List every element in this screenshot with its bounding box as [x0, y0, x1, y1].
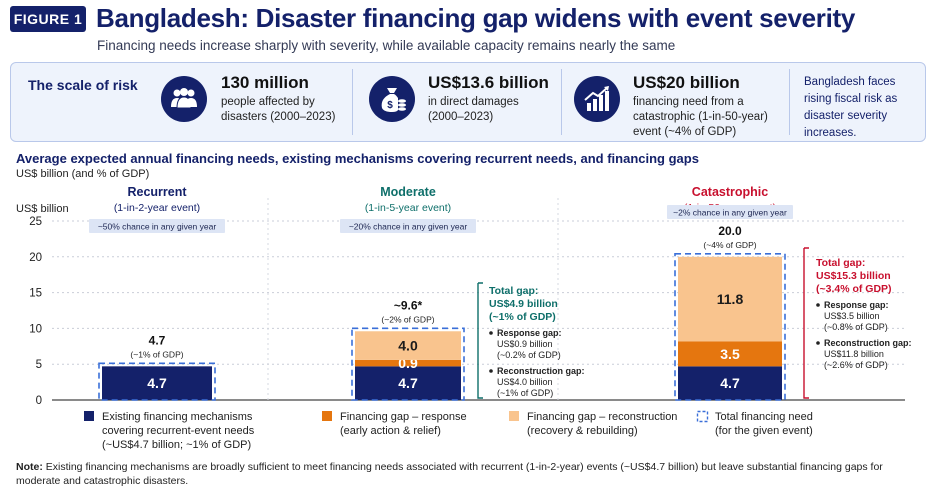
legend-label: Financing gap – reconstruction	[527, 411, 677, 423]
reconstruction-gap-value: US$4.0 billion	[497, 377, 553, 387]
reconstruction-gap-gdp: (~1% of GDP)	[497, 388, 553, 398]
segment-label: 4.7	[720, 375, 740, 391]
y-tick-label: 5	[36, 359, 42, 371]
reconstruction-gap-value: US$11.8 billion	[824, 349, 884, 359]
category-period: (1-in-5-year event)	[365, 202, 451, 214]
page-title: Bangladesh: Disaster financing gap widen…	[96, 3, 856, 33]
segment-label: 4.7	[147, 375, 167, 391]
money-bag-icon: $	[369, 76, 415, 122]
legend-label: Total financing need	[715, 411, 813, 423]
gap-title: Total gap:	[489, 285, 538, 297]
gap-title-gdp: (~3.4% of GDP)	[816, 283, 892, 295]
chance-pill	[667, 205, 793, 219]
gap-bracket	[477, 282, 483, 399]
bar-segment	[102, 366, 212, 400]
legend-label: (~US$4.7 billion; ~1% of GDP)	[102, 439, 251, 451]
gap-title-gdp: (~1% of GDP)	[489, 311, 556, 323]
total-gdp-label: (~1% of GDP)	[130, 349, 183, 359]
bar-segment	[355, 366, 461, 400]
total-value-label: 20.0	[718, 224, 742, 238]
legend-label: covering recurrent-event needs	[102, 425, 255, 437]
legend-label: (for the given event)	[715, 425, 813, 437]
chance-pill	[89, 219, 225, 233]
panel-divider	[561, 69, 562, 135]
category-title: Moderate	[380, 185, 436, 199]
bullet	[816, 303, 820, 307]
segment-label: 11.8	[717, 291, 744, 307]
chance-label: ~50% chance in any given year	[98, 222, 217, 232]
total-value-label: 4.7	[149, 333, 166, 347]
y-tick-label: 20	[29, 252, 42, 264]
total-need-outline	[98, 362, 216, 401]
bar-segment	[678, 366, 782, 400]
legend-swatch	[84, 411, 94, 421]
response-gap-gdp: (~0.2% of GDP)	[497, 350, 561, 360]
legend-label: (recovery & rebuilding)	[527, 425, 638, 437]
segment-label: 4.0	[398, 338, 418, 354]
total-need-outline	[674, 253, 786, 401]
bar-segment	[355, 331, 461, 360]
category-title: Recurrent	[127, 185, 187, 199]
stacked-bar-chart: US$ billion 0 5 10 15 20 25 Recurrent (1-in-2-ye…	[16, 185, 912, 451]
y-tick-label: 25	[29, 216, 42, 228]
total-need-outline	[351, 327, 465, 401]
bar-segment	[355, 359, 461, 367]
risk-panel-note: Bangladesh faces rising fiscal risk as d…	[804, 76, 898, 139]
page-subtitle: Financing needs increase sharply with se…	[97, 38, 676, 53]
legend-swatch	[322, 411, 332, 421]
stat-damages-value: US$13.6 billion	[428, 73, 549, 92]
gap-title: Total gap:	[816, 257, 865, 269]
reconstruction-gap-title: Reconstruction gap:	[497, 366, 585, 376]
bullet	[816, 341, 820, 345]
legend-label: (early action & relief)	[340, 425, 441, 437]
response-gap-title: Response gap:	[497, 328, 562, 338]
bullet	[489, 369, 493, 373]
legend-swatch	[509, 411, 519, 421]
stat-people-desc: people affected by disasters (2000–2023)	[221, 96, 336, 123]
svg-text:$: $	[387, 100, 393, 111]
panel-divider	[789, 69, 790, 135]
total-value-label: ~9.6*	[394, 298, 423, 312]
legend-label: Financing gap – response	[340, 411, 467, 423]
response-gap-value: US$3.5 billion	[824, 311, 880, 321]
reconstruction-gap-title: Reconstruction gap:	[824, 338, 912, 348]
response-gap-gdp: (~0.8% of GDP)	[824, 322, 888, 332]
segment-label: 4.7	[398, 375, 418, 391]
reconstruction-gap-gdp: (~2.6% of GDP)	[824, 360, 888, 370]
response-gap-title: Response gap:	[824, 300, 889, 310]
y-tick-label: 0	[36, 395, 42, 407]
category-title: Catastrophic	[692, 185, 768, 199]
gap-title-value: US$4.9 billion	[489, 298, 558, 310]
segment-label: 3.5	[720, 346, 740, 362]
chart-subtitle: US$ billion (and % of GDP)	[16, 168, 150, 180]
chance-label: ~2% chance in any given year	[673, 208, 787, 218]
total-gdp-label: (~4% of GDP)	[703, 240, 756, 250]
category-period: (1-in-2-year event)	[114, 202, 200, 214]
chance-pill	[340, 219, 476, 233]
stat-damages-desc: in direct damages (2000–2023)	[428, 96, 519, 123]
gap-title-value: US$15.3 billion	[816, 270, 891, 282]
risk-panel-title: The scale of risk	[28, 77, 138, 93]
stat-people-value: 130 million	[221, 73, 309, 92]
gap-bracket	[803, 247, 809, 399]
bar-segment	[678, 341, 782, 367]
bar-segment	[678, 256, 782, 342]
panel-divider	[352, 69, 353, 135]
figure-badge: FIGURE 1	[10, 6, 86, 32]
growth-chart-icon	[574, 76, 620, 122]
y-axis-label: US$ billion	[16, 203, 69, 215]
chance-label: ~20% chance in any given year	[349, 222, 468, 232]
legend-label: Existing financing mechanisms	[102, 411, 253, 423]
legend-swatch	[696, 410, 709, 423]
y-tick-label: 15	[29, 288, 42, 300]
total-gdp-label: (~2% of GDP)	[381, 314, 434, 324]
bullet	[489, 331, 493, 335]
stat-need-value: US$20 billion	[633, 73, 740, 92]
chart-title: Average expected annual financing needs,…	[16, 151, 699, 166]
y-tick-label: 10	[29, 323, 42, 335]
people-icon	[161, 76, 207, 122]
stat-need-desc: financing need from a catastrophic (1-in-…	[633, 96, 768, 138]
footnote: Note: Existing financing mechanisms are …	[16, 461, 883, 487]
response-gap-value: US$0.9 billion	[497, 339, 553, 349]
